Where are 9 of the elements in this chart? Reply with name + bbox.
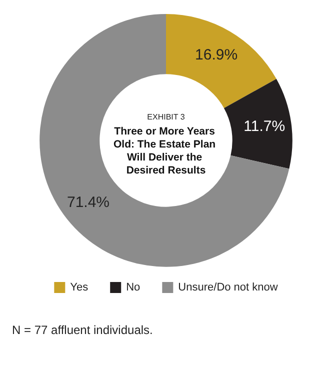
data-label: 11.7% (244, 118, 286, 135)
legend-label: Yes (70, 282, 89, 294)
data-label: 16.9% (195, 46, 238, 64)
legend-label: No (126, 282, 140, 294)
text: Three or More Years Old: The Estate Plan Will Deliver the Desired Results (113, 126, 219, 176)
legend-label: Unsure/Do not know (178, 282, 278, 294)
text: N = 77 affluent individuals. (12, 323, 153, 337)
text: EXHIBIT 3 (147, 112, 186, 122)
data-label: 71.4% (66, 194, 110, 211)
